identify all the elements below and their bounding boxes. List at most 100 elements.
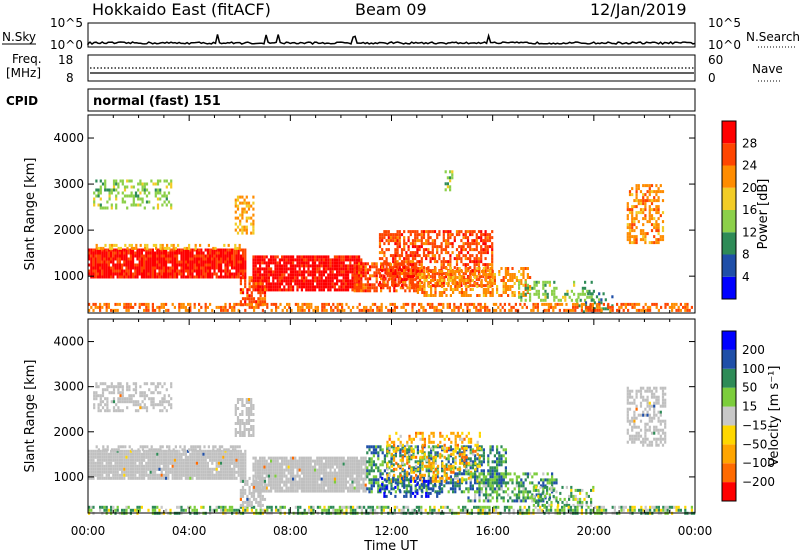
range-gate-cell	[431, 251, 434, 255]
range-gate-cell	[239, 213, 242, 217]
range-gate-cell	[118, 476, 121, 480]
range-gate-cell	[233, 263, 236, 267]
range-gate-cell	[433, 254, 437, 258]
range-gate-cell	[309, 474, 312, 478]
range-gate-cell	[396, 284, 399, 288]
range-gate-cell	[241, 207, 244, 211]
range-gate-cell	[239, 455, 242, 459]
range-gate-cell	[369, 289, 372, 293]
range-gate-cell	[102, 246, 105, 250]
range-gate-cell	[255, 302, 258, 306]
range-gate-cell	[259, 270, 262, 274]
range-gate-cell	[128, 194, 131, 198]
range-gate-cell	[160, 263, 163, 267]
range-gate-cell	[187, 308, 190, 312]
range-gate-cell	[327, 261, 330, 265]
range-gate-cell	[140, 257, 143, 261]
range-gate-cell	[289, 288, 292, 292]
range-gate-cell	[189, 260, 192, 264]
range-gate-cell	[125, 263, 128, 267]
range-gate-cell	[333, 468, 336, 472]
range-gate-cell	[274, 480, 277, 484]
range-gate-cell	[234, 422, 237, 425]
range-gate-cell	[143, 188, 146, 192]
range-gate-cell	[246, 288, 249, 292]
range-gate-cell	[110, 385, 113, 389]
range-gate-cell	[104, 243, 107, 247]
range-gate-cell	[145, 473, 148, 477]
range-gate-cell	[642, 223, 645, 227]
range-gate-cell	[631, 214, 634, 218]
range-gate-cell	[496, 285, 499, 288]
range-gate-cell	[318, 270, 321, 274]
range-gate-cell	[311, 468, 314, 472]
range-gate-cell	[121, 397, 124, 401]
range-gate-cell	[138, 248, 141, 252]
range-gate-cell	[407, 275, 410, 279]
range-gate-cell	[325, 285, 328, 289]
power-x-ticks	[87, 115, 696, 313]
range-gate-cell	[136, 272, 139, 276]
range-gate-cell	[136, 467, 139, 471]
range-gate-cell	[112, 188, 116, 192]
range-gate-cell	[409, 269, 412, 273]
range-gate-cell	[148, 200, 151, 204]
range-gate-cell	[158, 269, 161, 273]
range-gate-cell	[168, 445, 171, 449]
range-gate-cell	[336, 462, 339, 466]
range-gate-cell	[169, 254, 172, 258]
range-gate-cell	[107, 476, 110, 480]
range-gate-cell	[121, 182, 124, 186]
range-gate-cell	[226, 275, 229, 279]
range-gate-cell	[200, 476, 203, 480]
range-gate-cell	[421, 285, 424, 288]
range-gate-cell	[460, 279, 463, 282]
range-gate-cell	[200, 251, 203, 255]
range-gate-cell	[180, 272, 183, 276]
range-gate-cell	[110, 188, 113, 192]
range-gate-cell	[553, 298, 556, 302]
range-gate-cell	[184, 257, 187, 261]
range-gate-cell	[160, 257, 163, 261]
range-gate-cell	[300, 483, 303, 487]
range-gate-cell	[646, 190, 649, 194]
range-gate-cell	[329, 480, 332, 484]
range-gate-cell	[143, 476, 146, 480]
range-gate-cell	[101, 473, 104, 477]
range-gate-cell	[143, 473, 146, 477]
range-gate-cell	[648, 193, 651, 197]
range-gate-cell	[298, 279, 301, 283]
range-gate-cell	[244, 470, 247, 474]
range-gate-cell	[244, 300, 247, 304]
range-gate-cell	[421, 273, 424, 276]
range-gate-cell	[112, 476, 115, 480]
range-gate-cell	[664, 305, 667, 309]
range-gate-cell	[570, 289, 573, 293]
range-gate-cell	[222, 260, 225, 264]
range-gate-cell	[314, 462, 317, 466]
range-gate-cell	[92, 254, 95, 258]
range-gate-cell	[161, 397, 164, 401]
range-gate-cell	[276, 468, 279, 472]
range-gate-cell	[546, 292, 549, 296]
range-gate-cell	[239, 464, 242, 468]
range-gate-cell	[252, 267, 255, 271]
range-gate-cell	[318, 282, 321, 286]
range-gate-cell	[276, 270, 279, 274]
range-gate-cell	[475, 233, 478, 237]
range-gate-cell	[364, 286, 367, 290]
range-gate-cell	[495, 308, 498, 312]
range-gate-cell	[165, 197, 168, 201]
range-gate-cell	[289, 477, 292, 481]
range-gate-cell	[88, 254, 91, 258]
range-gate-cell	[92, 272, 95, 276]
range-gate-cell	[653, 302, 656, 306]
range-gate-cell	[427, 242, 430, 246]
range-gate-cell	[267, 456, 270, 460]
range-gate-cell	[609, 305, 612, 309]
range-gate-cell	[542, 280, 545, 284]
range-gate-cell	[215, 251, 218, 255]
range-gate-cell	[234, 407, 237, 410]
range-gate-cell	[140, 263, 143, 267]
range-gate-cell	[252, 462, 255, 466]
